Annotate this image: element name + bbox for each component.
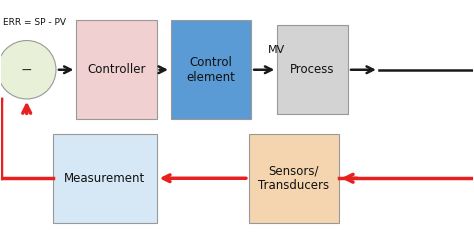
FancyBboxPatch shape (76, 20, 156, 119)
Text: MV: MV (268, 45, 285, 55)
Text: Control
element: Control element (187, 56, 236, 84)
FancyBboxPatch shape (249, 134, 338, 223)
Text: Process: Process (291, 63, 335, 76)
FancyBboxPatch shape (53, 134, 156, 223)
Text: −: − (21, 63, 33, 77)
Text: Measurement: Measurement (64, 172, 146, 185)
FancyBboxPatch shape (277, 25, 348, 114)
Text: Controller: Controller (87, 63, 146, 76)
Text: Sensors/
Transducers: Sensors/ Transducers (258, 164, 329, 192)
Ellipse shape (0, 40, 56, 99)
FancyBboxPatch shape (171, 20, 251, 119)
Text: ERR = SP - PV: ERR = SP - PV (3, 18, 66, 27)
